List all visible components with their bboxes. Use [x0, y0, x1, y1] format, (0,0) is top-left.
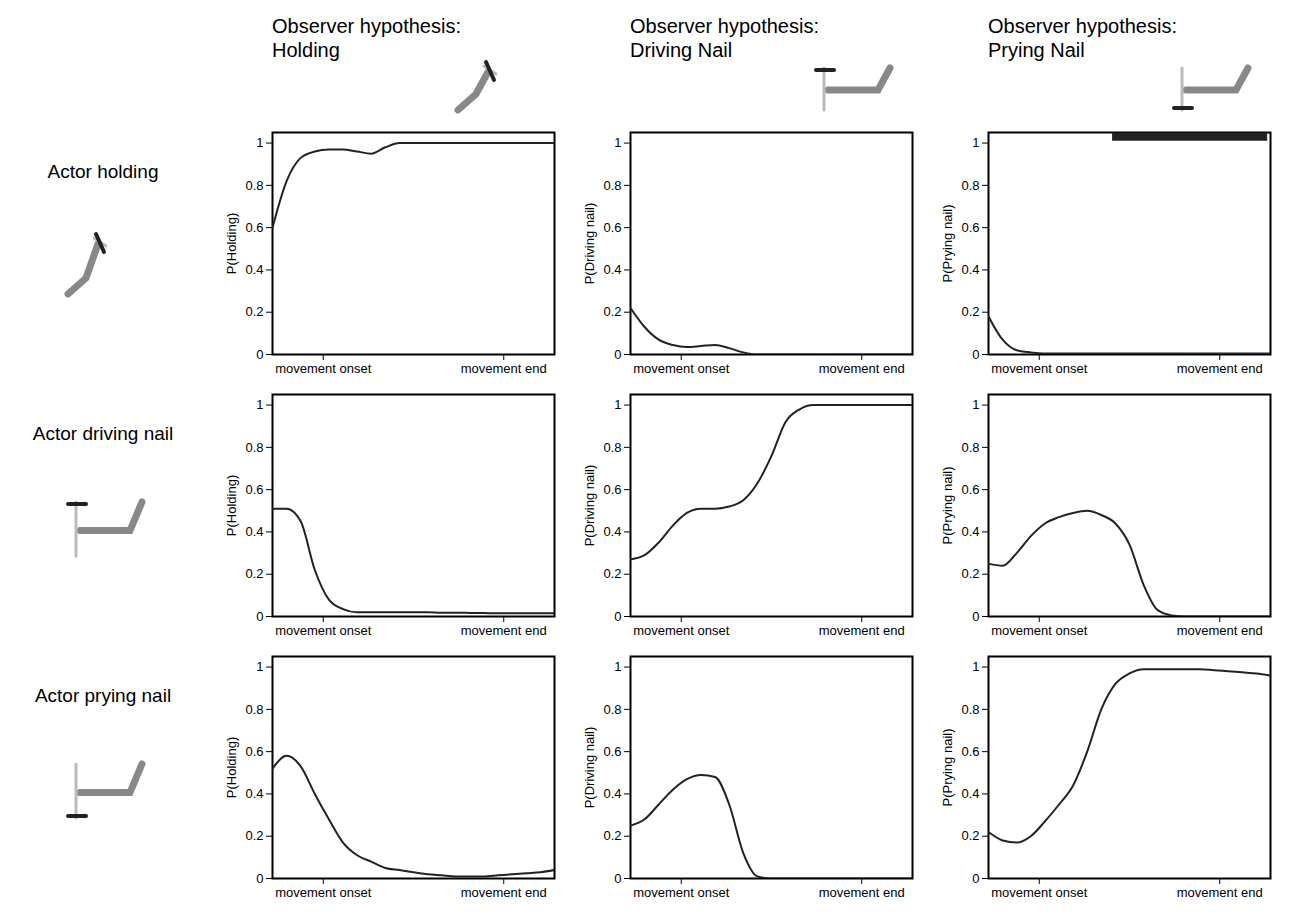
- svg-text:0.8: 0.8: [603, 702, 621, 717]
- svg-text:P(Driving nail): P(Driving nail): [582, 203, 597, 285]
- svg-text:1: 1: [256, 397, 263, 412]
- svg-text:0.6: 0.6: [961, 744, 979, 759]
- svg-text:movement end: movement end: [461, 623, 547, 638]
- svg-text:0.2: 0.2: [603, 828, 621, 843]
- svg-text:0.4: 0.4: [961, 262, 979, 277]
- svg-text:0.4: 0.4: [961, 524, 979, 539]
- svg-text:1: 1: [614, 659, 621, 674]
- svg-text:movement end: movement end: [461, 361, 547, 376]
- svg-text:0.6: 0.6: [961, 482, 979, 497]
- svg-text:0.8: 0.8: [961, 178, 979, 193]
- svg-text:0.4: 0.4: [603, 524, 621, 539]
- html-text:Observer hypothesis:: Observer hypothesis:: [630, 15, 819, 37]
- svg-text:P(Holding): P(Holding): [224, 737, 239, 798]
- svg-text:0.2: 0.2: [245, 828, 263, 843]
- svg-text:1: 1: [256, 135, 263, 150]
- svg-text:movement end: movement end: [1177, 885, 1263, 900]
- svg-text:0.8: 0.8: [961, 440, 979, 455]
- svg-text:movement onset: movement onset: [633, 885, 729, 900]
- svg-text:0.6: 0.6: [603, 744, 621, 759]
- svg-text:0.2: 0.2: [245, 304, 263, 319]
- svg-text:0.8: 0.8: [603, 440, 621, 455]
- svg-text:0.4: 0.4: [245, 786, 263, 801]
- svg-text:0: 0: [614, 871, 621, 886]
- svg-text:movement end: movement end: [819, 623, 905, 638]
- svg-text:movement onset: movement onset: [991, 361, 1087, 376]
- svg-text:movement onset: movement onset: [275, 885, 371, 900]
- html-text:Actor prying nail: Actor prying nail: [34, 685, 172, 706]
- svg-text:0.6: 0.6: [245, 744, 263, 759]
- svg-text:movement onset: movement onset: [633, 361, 729, 376]
- svg-text:0: 0: [256, 609, 263, 624]
- svg-text:movement end: movement end: [461, 885, 547, 900]
- svg-text:movement onset: movement onset: [991, 623, 1087, 638]
- html-text:Observer hypothesis:: Observer hypothesis:: [272, 15, 461, 37]
- svg-text:1: 1: [972, 135, 979, 150]
- svg-text:0.2: 0.2: [245, 566, 263, 581]
- svg-text:0.8: 0.8: [603, 178, 621, 193]
- svg-text:0.6: 0.6: [245, 220, 263, 235]
- svg-text:0.2: 0.2: [603, 566, 621, 581]
- svg-text:1: 1: [614, 135, 621, 150]
- svg-text:1: 1: [614, 397, 621, 412]
- svg-text:0: 0: [256, 871, 263, 886]
- svg-text:P(Prying nail): P(Prying nail): [940, 466, 955, 544]
- svg-text:P(Driving nail): P(Driving nail): [582, 727, 597, 809]
- html-text:Actor driving nail: Actor driving nail: [32, 423, 174, 444]
- svg-text:movement end: movement end: [819, 361, 905, 376]
- svg-text:movement onset: movement onset: [275, 623, 371, 638]
- svg-text:0.8: 0.8: [245, 440, 263, 455]
- svg-text:0: 0: [972, 609, 979, 624]
- svg-text:0: 0: [972, 347, 979, 362]
- svg-text:P(Driving nail): P(Driving nail): [582, 465, 597, 547]
- svg-text:0.2: 0.2: [961, 828, 979, 843]
- svg-text:movement end: movement end: [819, 885, 905, 900]
- svg-text:1: 1: [972, 659, 979, 674]
- html-text:Observer hypothesis:: Observer hypothesis:: [988, 15, 1177, 37]
- svg-text:0.4: 0.4: [603, 262, 621, 277]
- svg-text:movement onset: movement onset: [275, 361, 371, 376]
- svg-text:P(Holding): P(Holding): [224, 475, 239, 536]
- svg-text:0.6: 0.6: [245, 482, 263, 497]
- svg-text:movement onset: movement onset: [633, 623, 729, 638]
- svg-text:0: 0: [614, 347, 621, 362]
- svg-text:movement onset: movement onset: [991, 885, 1087, 900]
- svg-text:0.6: 0.6: [961, 220, 979, 235]
- svg-text:0.2: 0.2: [603, 304, 621, 319]
- svg-text:1: 1: [256, 659, 263, 674]
- svg-text:0.4: 0.4: [245, 262, 263, 277]
- svg-text:0.2: 0.2: [961, 304, 979, 319]
- svg-text:0.4: 0.4: [245, 524, 263, 539]
- svg-text:0.4: 0.4: [603, 786, 621, 801]
- svg-text:0.8: 0.8: [245, 702, 263, 717]
- svg-text:0.8: 0.8: [245, 178, 263, 193]
- html-text:Holding: Holding: [272, 39, 340, 61]
- svg-text:P(Holding): P(Holding): [224, 213, 239, 274]
- svg-text:0.2: 0.2: [961, 566, 979, 581]
- svg-text:movement end: movement end: [1177, 361, 1263, 376]
- svg-text:0.6: 0.6: [603, 482, 621, 497]
- svg-text:0.8: 0.8: [961, 702, 979, 717]
- svg-text:movement end: movement end: [1177, 623, 1263, 638]
- svg-text:0: 0: [972, 871, 979, 886]
- svg-text:0: 0: [614, 609, 621, 624]
- html-text:Prying Nail: Prying Nail: [988, 39, 1085, 61]
- svg-text:0: 0: [256, 347, 263, 362]
- html-text:Actor holding: Actor holding: [47, 161, 159, 182]
- svg-text:0.4: 0.4: [961, 786, 979, 801]
- svg-text:1: 1: [972, 397, 979, 412]
- html-text:Driving Nail: Driving Nail: [630, 39, 733, 61]
- svg-text:P(Prying nail): P(Prying nail): [940, 204, 955, 282]
- svg-text:0.6: 0.6: [603, 220, 621, 235]
- svg-text:P(Prying nail): P(Prying nail): [940, 728, 955, 806]
